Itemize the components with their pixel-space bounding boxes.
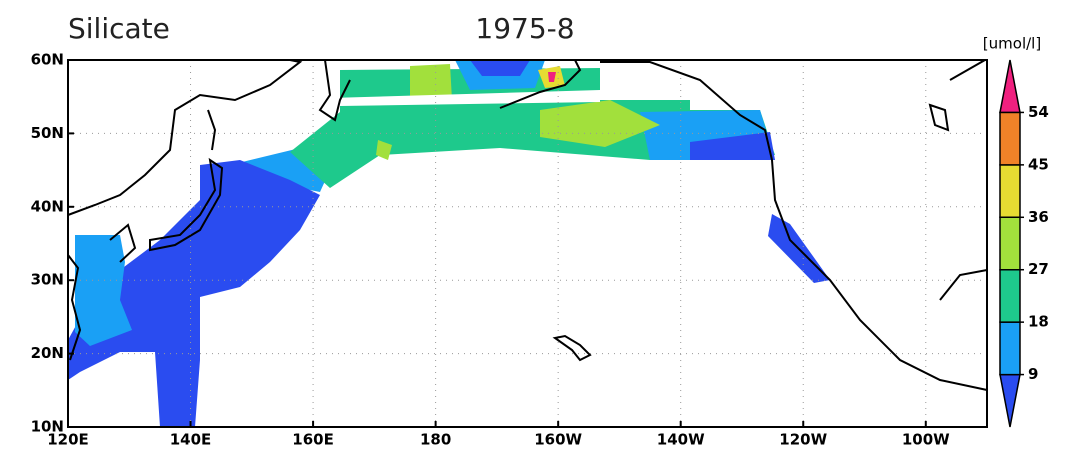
x-tick-label: 180	[420, 431, 451, 449]
x-tick-label: 160W	[534, 431, 582, 449]
y-tick-label: 60N	[31, 51, 64, 69]
y-tick-label: 10N	[31, 418, 64, 436]
colorbar-swatch	[999, 373, 1021, 428]
title: Silicate	[68, 12, 170, 45]
x-tick-label: 120W	[779, 431, 827, 449]
x-tick-label: 100W	[902, 431, 950, 449]
y-tick-label: 20N	[31, 344, 64, 362]
colorbar-label: 36	[1028, 208, 1049, 226]
y-tick-label: 30N	[31, 271, 64, 289]
colorbar-swatch	[999, 216, 1021, 271]
colorbar-label: 45	[1028, 155, 1049, 173]
colorbar-swatch	[999, 164, 1021, 219]
x-tick-label: 160E	[292, 431, 334, 449]
frame	[67, 59, 988, 428]
colorbar-label: 9	[1028, 365, 1038, 383]
coastlines	[67, 59, 988, 391]
x-tick-label: 140W	[657, 431, 705, 449]
colorbar-swatch	[999, 268, 1021, 323]
colorbar-swatch	[999, 321, 1021, 376]
colorbar-swatch	[999, 111, 1021, 166]
y-tick-label: 50N	[31, 124, 64, 142]
x-tick-label: 120E	[47, 431, 89, 449]
colorbar-swatch	[999, 59, 1021, 114]
colorbar-label: 54	[1028, 103, 1049, 121]
x-tick-label: 140E	[170, 431, 212, 449]
colorbar-label: 27	[1028, 260, 1049, 278]
unit: [umol/l]	[983, 35, 1041, 53]
data-fields	[68, 60, 830, 427]
y-tick-label: 40N	[31, 197, 64, 215]
subtitle: 1975-8	[475, 12, 574, 45]
colorbar-label: 18	[1028, 313, 1049, 331]
